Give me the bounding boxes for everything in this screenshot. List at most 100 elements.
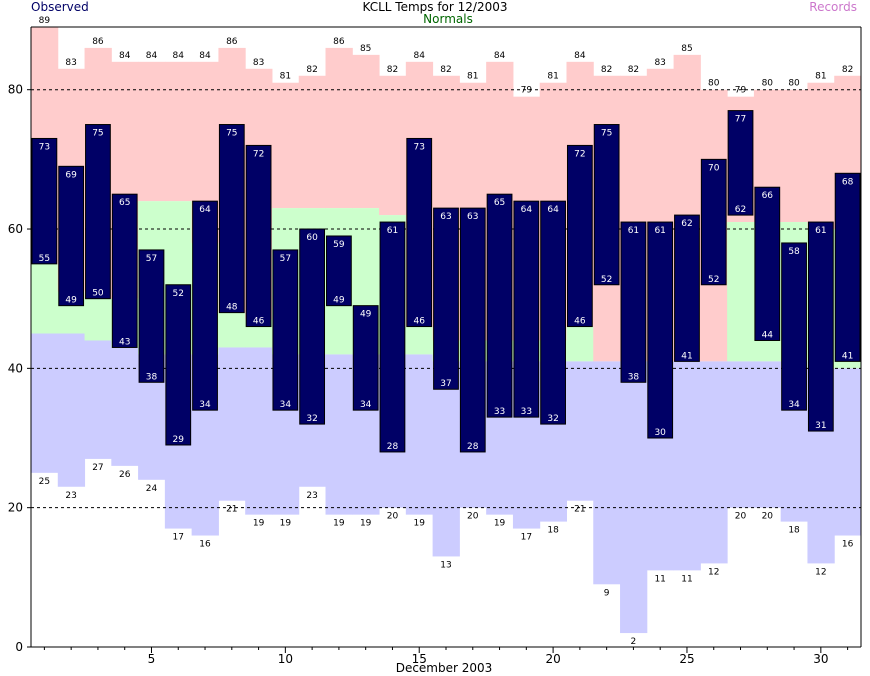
observed-high-label: 62	[681, 219, 692, 229]
record-low-label: 20	[735, 512, 747, 522]
normal-band	[727, 222, 755, 362]
y-tick-label: 40	[8, 361, 23, 375]
record-high-label: 79	[521, 86, 533, 96]
record-high-label: 83	[253, 58, 264, 68]
record-low-band	[700, 361, 728, 564]
record-high-label: 80	[788, 79, 800, 89]
record-low-label: 19	[253, 519, 265, 529]
observed-low-label: 33	[494, 407, 505, 417]
observed-low-label: 30	[654, 428, 666, 438]
x-tick-label: 30	[813, 652, 828, 666]
axis-layer: 0 20 40 60 80 5 10 15 20 25 30	[8, 26, 862, 666]
observed-low-label: 46	[253, 317, 265, 327]
observed-low-label: 38	[146, 372, 158, 382]
observed-high-label: 61	[654, 226, 665, 236]
observed-bar	[807, 221, 834, 432]
observed-bar-layer	[31, 110, 861, 453]
y-tick-label: 80	[8, 83, 23, 97]
record-high-band	[298, 75, 327, 209]
record-high-label: 81	[467, 72, 478, 82]
record-low-label: 11	[654, 574, 665, 584]
observed-high-label: 61	[815, 226, 826, 236]
record-high-label: 84	[119, 51, 131, 61]
observed-bar	[513, 200, 540, 418]
observed-high-label: 65	[494, 198, 505, 208]
observed-bar	[540, 200, 566, 425]
observed-low-label: 41	[681, 351, 692, 361]
observed-bar	[31, 137, 58, 265]
observed-low-label: 46	[413, 317, 425, 327]
observed-bar	[192, 200, 218, 411]
record-low-label: 21	[574, 505, 585, 515]
observed-bar	[406, 137, 433, 328]
observed-low-label: 31	[815, 421, 826, 431]
observed-high-label: 58	[788, 247, 800, 257]
x-tick-label: 10	[278, 652, 293, 666]
record-high-label: 84	[199, 51, 211, 61]
observed-high-label: 69	[65, 170, 77, 180]
observed-low-label: 49	[333, 296, 345, 306]
record-high-label: 79	[735, 86, 747, 96]
record-low-label: 21	[226, 505, 237, 515]
observed-low-label: 48	[226, 303, 238, 313]
normal-band	[218, 312, 246, 348]
record-low-label: 13	[440, 560, 451, 570]
record-low-label: 17	[173, 533, 184, 543]
observed-high-label: 57	[280, 254, 291, 264]
observed-high-label: 65	[119, 198, 130, 208]
record-low-label: 27	[92, 463, 103, 473]
record-high-label: 84	[494, 51, 506, 61]
observed-high-label: 59	[333, 240, 345, 250]
observed-high-label: 49	[360, 310, 372, 320]
record-low-label: 23	[65, 491, 76, 501]
record-high-label: 82	[306, 65, 317, 75]
record-low-label: 18	[547, 526, 559, 536]
observed-high-label: 75	[601, 129, 612, 139]
record-high-label: 80	[708, 79, 720, 89]
observed-bar	[111, 193, 138, 348]
observed-low-label: 49	[65, 296, 77, 306]
chart-title: KCLL Temps for 12/2003	[362, 0, 508, 14]
record-low-band	[325, 354, 353, 515]
record-high-label: 82	[440, 65, 451, 75]
record-high-label: 83	[654, 58, 665, 68]
observed-high-label: 57	[146, 254, 157, 264]
record-high-label: 81	[547, 72, 558, 82]
record-low-band	[753, 361, 782, 508]
observed-high-label: 52	[173, 289, 184, 299]
normal-band	[84, 298, 112, 341]
record-low-label: 9	[604, 588, 610, 598]
x-axis-label: December 2003	[396, 661, 493, 675]
observed-low-label: 52	[708, 275, 719, 285]
observed-bar	[58, 165, 85, 307]
observed-low-label: 32	[547, 414, 558, 424]
record-low-label: 2	[631, 637, 637, 647]
record-low-label: 11	[681, 574, 692, 584]
observed-low-label: 28	[467, 442, 479, 452]
record-low-label: 26	[119, 470, 131, 480]
observed-bar	[165, 284, 192, 446]
record-high-label: 80	[762, 79, 774, 89]
record-high-label: 84	[413, 51, 425, 61]
observed-bar	[379, 221, 406, 453]
legend-records: Records	[809, 0, 857, 14]
record-low-band	[593, 361, 621, 585]
observed-high-label: 63	[440, 212, 451, 222]
observed-low-label: 55	[39, 254, 50, 264]
record-low-label: 24	[146, 484, 158, 494]
observed-bar	[727, 110, 754, 216]
observed-high-label: 61	[387, 226, 398, 236]
observed-bar	[433, 207, 459, 390]
record-high-label: 84	[574, 51, 586, 61]
record-high-label: 82	[387, 65, 398, 75]
observed-high-label: 61	[628, 226, 639, 236]
record-low-label: 12	[815, 567, 826, 577]
x-tick-label: 5	[148, 652, 156, 666]
record-low-label: 16	[199, 540, 211, 550]
observed-high-label: 66	[762, 191, 774, 201]
observed-low-label: 34	[280, 400, 292, 410]
observed-bar	[272, 249, 299, 411]
observed-low-label: 29	[173, 435, 185, 445]
observed-low-label: 62	[735, 205, 746, 215]
observed-low-label: 46	[574, 317, 586, 327]
